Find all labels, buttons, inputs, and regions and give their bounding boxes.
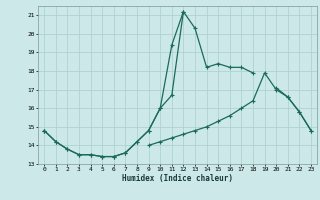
X-axis label: Humidex (Indice chaleur): Humidex (Indice chaleur) <box>122 174 233 183</box>
